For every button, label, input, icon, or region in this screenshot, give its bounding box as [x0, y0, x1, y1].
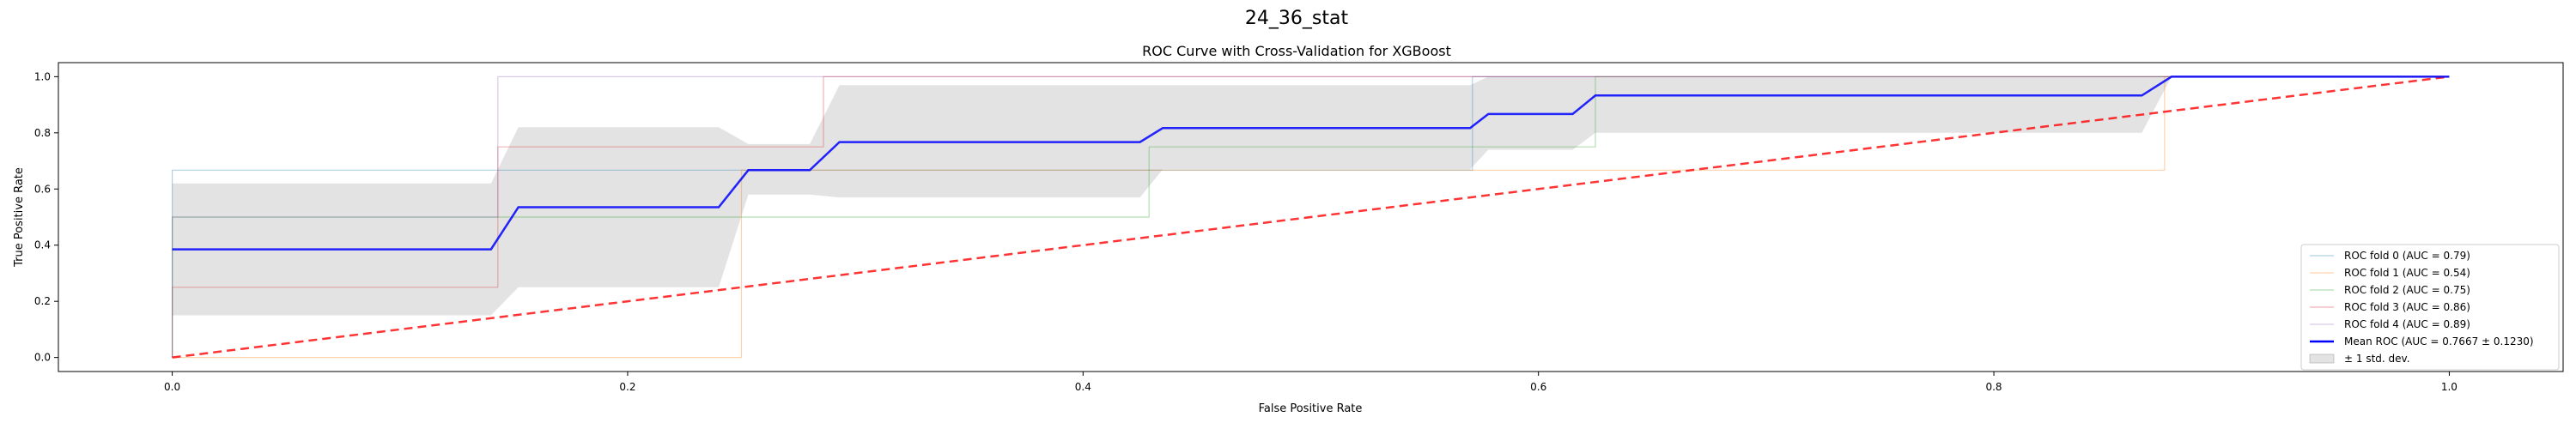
legend-fold-1-label: ROC fold 1 (AUC = 0.54) [2344, 267, 2470, 279]
roc-fold-3-line [172, 76, 2450, 358]
legend-mean-roc-label: Mean ROC (AUC = 0.7667 ± 0.1230) [2344, 335, 2534, 347]
y-tick-label: 0.0 [34, 352, 51, 364]
figure-suptitle: 24_36_stat [1245, 8, 1349, 29]
x-tick-label: 0.6 [1530, 381, 1546, 393]
chance-line [172, 76, 2450, 359]
legend: ROC fold 0 (AUC = 0.79) ROC fold 1 (AUC =… [2300, 244, 2560, 371]
mean-roc-line [172, 76, 2450, 251]
y-tick-label: 0.8 [34, 127, 51, 139]
std-band-layer [172, 76, 2450, 316]
x-tick-label: 0.2 [619, 381, 635, 393]
legend-fold-0-label: ROC fold 0 (AUC = 0.79) [2344, 250, 2470, 262]
y-tick-label: 0.6 [34, 183, 51, 195]
legend-box [2300, 244, 2560, 371]
legend-std-dev-label: ± 1 std. dev. [2344, 353, 2410, 365]
y-tick-label: 1.0 [34, 70, 51, 82]
x-axis-label: False Positive Rate [1259, 402, 1363, 415]
legend-fold-3-label: ROC fold 3 (AUC = 0.86) [2344, 301, 2470, 313]
roc-fold-0-line [172, 76, 2450, 358]
roc-fold-2-line [172, 76, 2450, 358]
chance-line-layer [172, 76, 2450, 359]
x-tick-label: 0.4 [1075, 381, 1091, 393]
y-axis-ticks: 0.0 0.2 0.4 0.6 0.8 1.0 [34, 70, 58, 364]
legend-fold-4-label: ROC fold 4 (AUC = 0.89) [2344, 318, 2470, 330]
legend-fold-2-label: ROC fold 2 (AUC = 0.75) [2344, 284, 2470, 296]
plot-area [172, 76, 2450, 359]
y-axis-label: True Positive Rate [13, 167, 26, 268]
roc-fold-4-line [172, 76, 2450, 358]
x-tick-label: 0.0 [164, 381, 180, 393]
mean-curve-layer [172, 76, 2450, 251]
x-tick-label: 0.8 [1985, 381, 2002, 393]
y-tick-label: 0.2 [34, 295, 51, 307]
plot-frame [58, 62, 2564, 372]
legend-band-swatch [2309, 353, 2335, 364]
y-tick-label: 0.4 [34, 239, 51, 251]
std-dev-band [172, 76, 2450, 316]
x-tick-label: 1.0 [2441, 381, 2458, 393]
chart-title: ROC Curve with Cross-Validation for XGBo… [1142, 43, 1451, 59]
x-axis-ticks: 0.0 0.2 0.4 0.6 0.8 1.0 [164, 372, 2458, 393]
